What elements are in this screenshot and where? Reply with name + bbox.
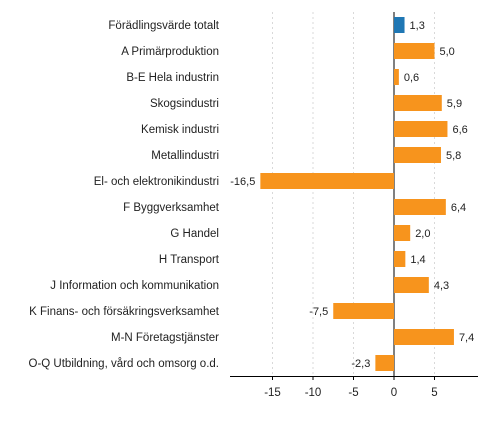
- category-label: Skogsindustri: [150, 98, 219, 110]
- bar: [394, 251, 406, 267]
- bars: [260, 17, 454, 371]
- data-label: 1,4: [410, 254, 425, 266]
- grid-lines: [272, 12, 435, 376]
- data-label: 1,3: [410, 20, 425, 32]
- bar: [394, 225, 411, 241]
- data-label: 7,4: [459, 332, 474, 344]
- data-label: 4,3: [434, 280, 449, 292]
- data-label: 5,0: [440, 46, 455, 58]
- bar: [394, 277, 429, 293]
- category-label: Metallindustri: [151, 150, 219, 162]
- tick-label: 5: [431, 387, 437, 399]
- bar: [375, 355, 394, 371]
- bar: [394, 43, 435, 59]
- data-label: 5,9: [447, 98, 462, 110]
- tick-label: -5: [348, 387, 358, 399]
- data-label: -7,5: [309, 306, 328, 318]
- bar: [394, 199, 446, 215]
- category-label: J Information och kommunikation: [50, 280, 219, 292]
- value-labels: 1,3 5,0 0,6 5,9 6,6 5,8 -16,5 6,4 2,0 1,4 4,3 -7,5 7…: [230, 20, 474, 370]
- category-label: El- och elektronikindustri: [94, 176, 219, 188]
- data-label: -16,5: [230, 176, 255, 188]
- bar: [333, 303, 394, 319]
- bar: [394, 69, 399, 85]
- data-label: 5,8: [446, 150, 461, 162]
- category-label: Kemisk industri: [141, 124, 219, 136]
- bar: [394, 329, 454, 345]
- data-label: 6,6: [452, 124, 467, 136]
- category-label: Förädlingsvärde totalt: [108, 20, 219, 32]
- category-label: F Byggverksamhet: [123, 202, 220, 214]
- category-label: H Transport: [159, 254, 220, 266]
- bar: [394, 17, 405, 33]
- bar: [394, 95, 442, 111]
- category-labels: Förädlingsvärde totalt A Primärproduktion…: [29, 20, 220, 370]
- x-axis-ticks: -15 -10 -5 0 5: [230, 376, 478, 399]
- category-label: K Finans- och försäkringsverksamhet: [29, 306, 220, 318]
- category-label: M-N Företagstjänster: [111, 332, 219, 344]
- data-label: 2,0: [415, 228, 430, 240]
- category-label: O-Q Utbildning, vård och omsorg o.d.: [29, 358, 219, 370]
- tick-label: -15: [264, 387, 281, 399]
- tick-label: 0: [391, 387, 397, 399]
- data-label: -2,3: [351, 358, 370, 370]
- data-label: 0,6: [404, 72, 419, 84]
- bar: [394, 121, 448, 137]
- bar: [260, 173, 394, 189]
- category-label: G Handel: [170, 228, 219, 240]
- category-label: B-E Hela industrin: [126, 72, 219, 84]
- data-label: 6,4: [451, 202, 466, 214]
- category-label: A Primärproduktion: [121, 46, 219, 58]
- tick-label: -10: [305, 387, 322, 399]
- bar: [394, 147, 441, 163]
